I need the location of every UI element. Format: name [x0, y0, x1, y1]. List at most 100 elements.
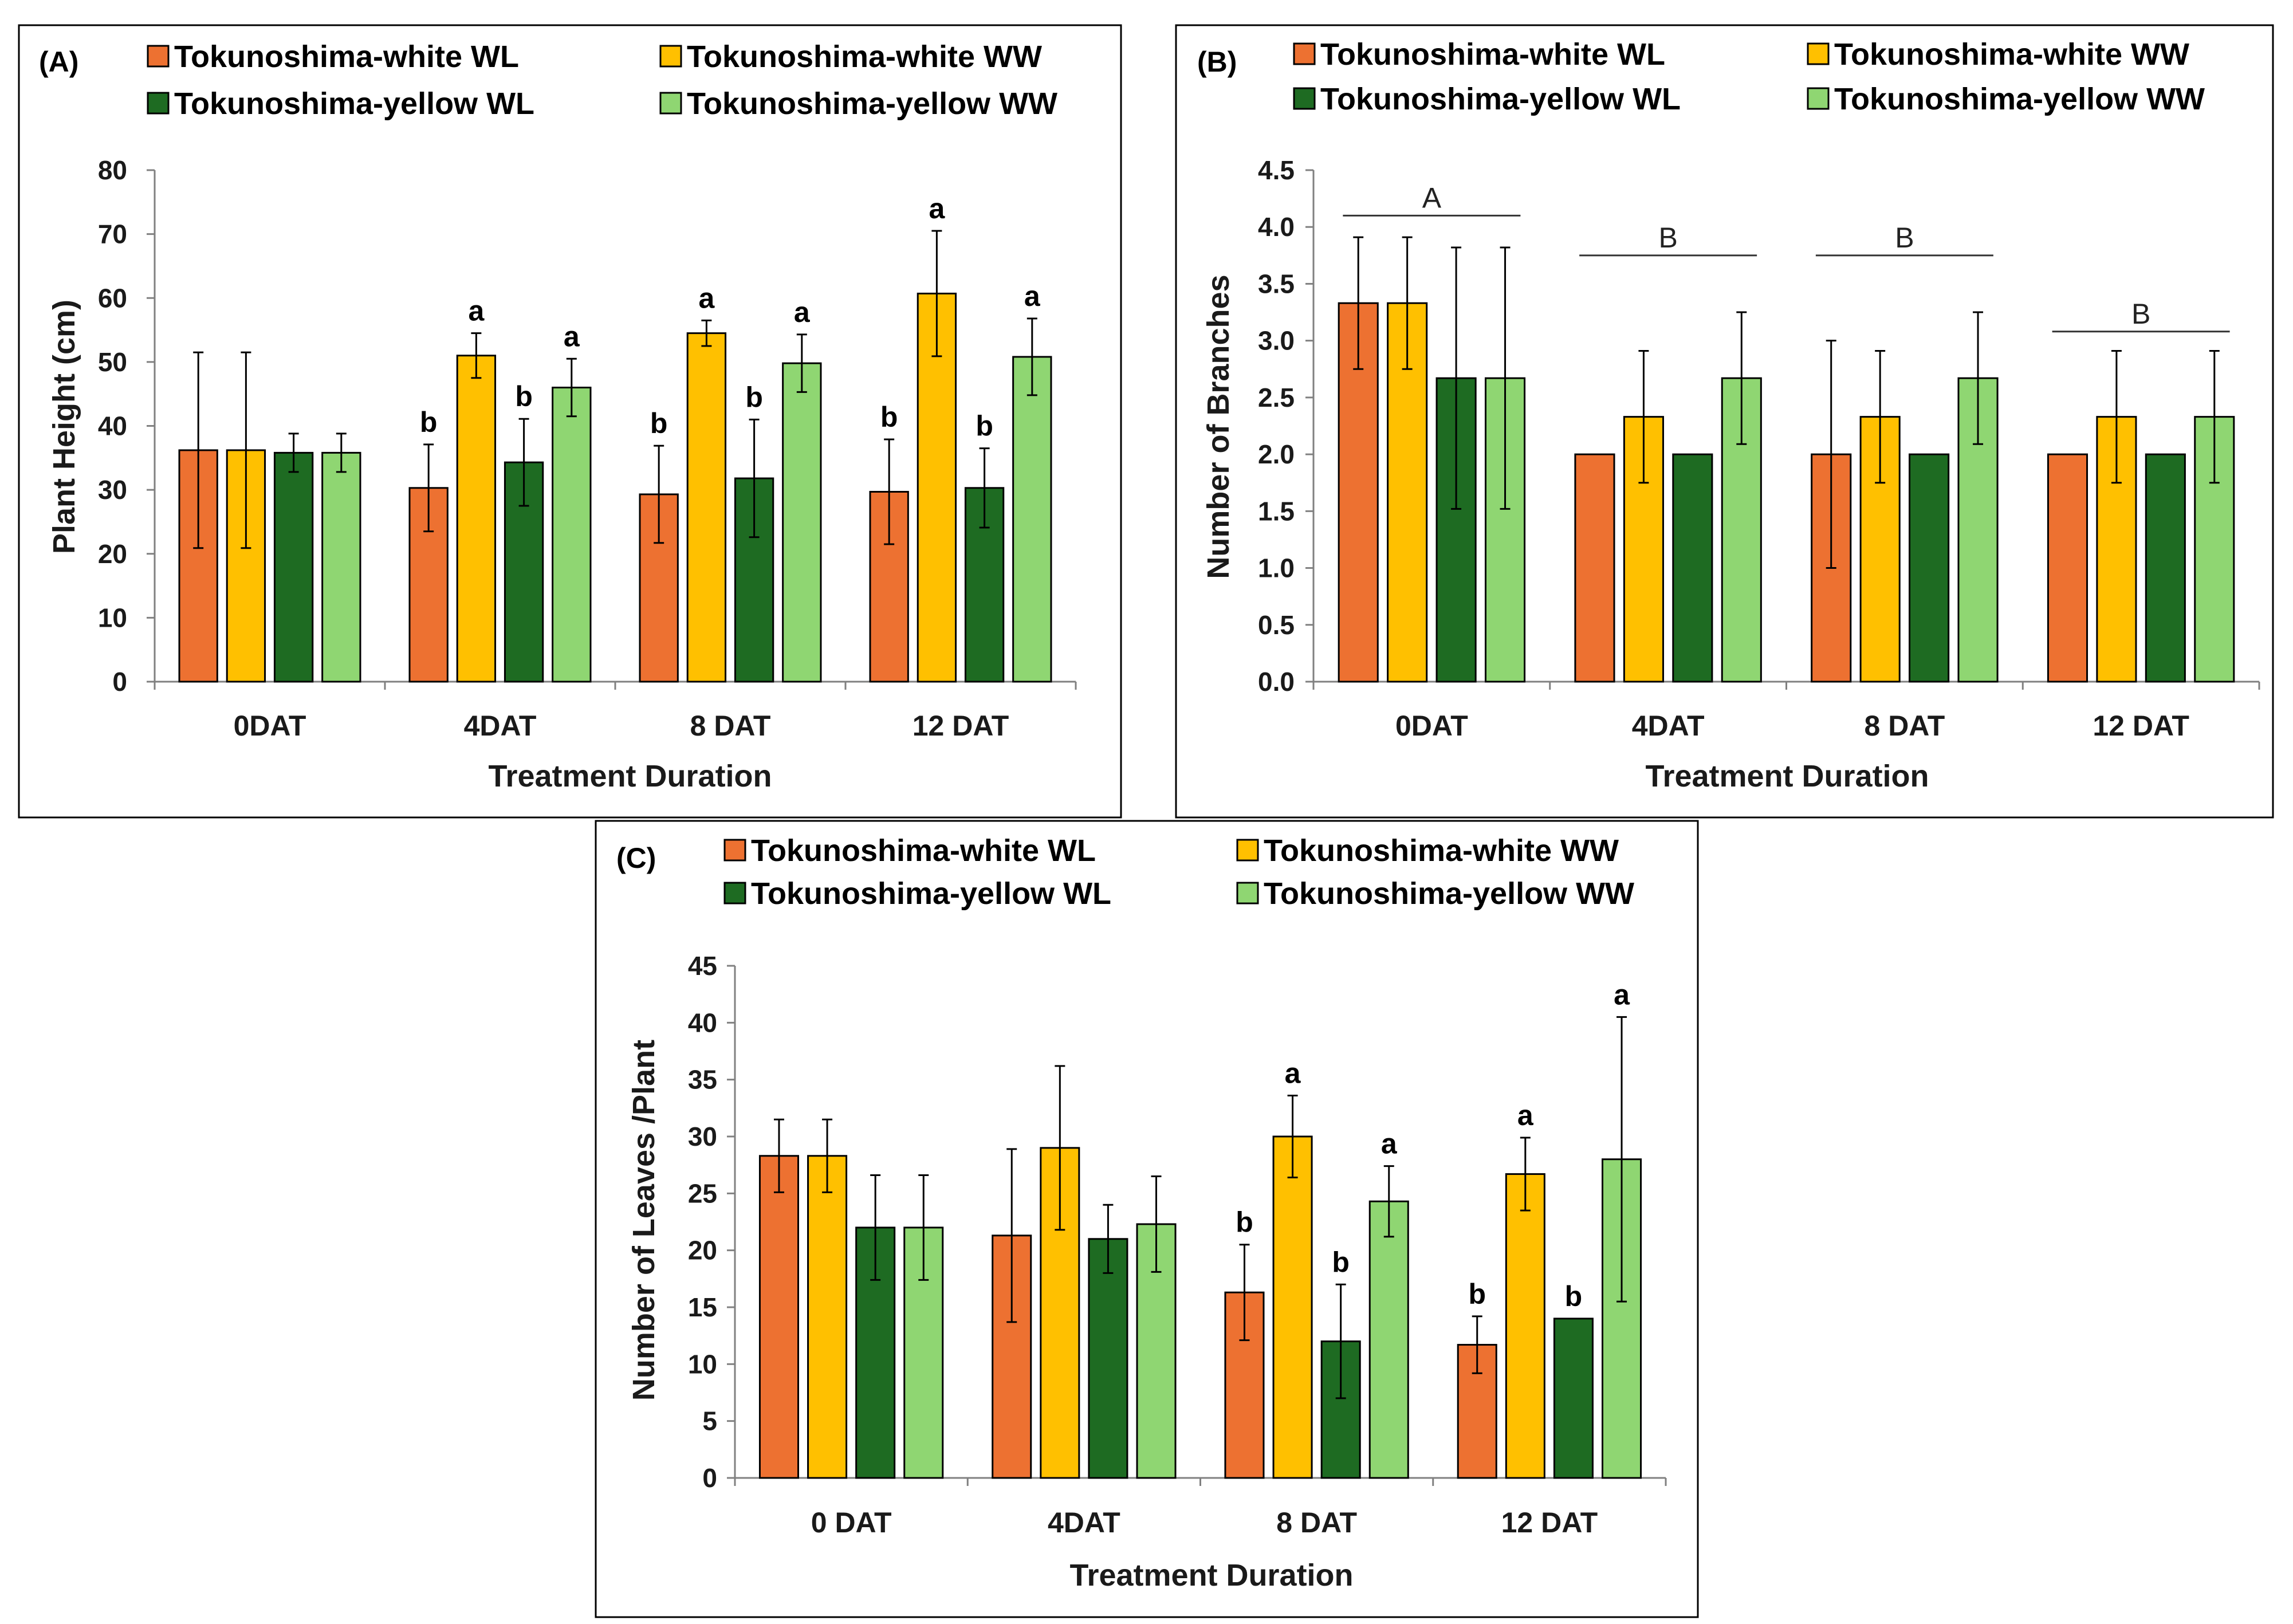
y-tick-label: 40 [98, 411, 127, 441]
bar-yellow-wl [1553, 1318, 1594, 1479]
panel-c-legend: Tokunoshima-white WL Tokunoshima-white W… [723, 833, 1634, 911]
panel-b-xlabel: Treatment Duration [1645, 759, 1929, 793]
y-tick-label: 35 [688, 1065, 717, 1095]
legend-swatch-yellow-ww [659, 92, 682, 115]
legend-label-yellow-wl: Tokunoshima-yellow WL [751, 876, 1111, 911]
y-tick-label: 30 [688, 1122, 717, 1151]
bar-yellow-ww [321, 451, 361, 683]
panel-a-legend: Tokunoshima-white WL Tokunoshima-white W… [147, 40, 1057, 121]
y-tick-label: 2.0 [1258, 439, 1295, 469]
significance-letter: b [650, 407, 668, 439]
legend-swatch-white-ww [1807, 42, 1830, 65]
significance-letter: b [1468, 1278, 1486, 1310]
y-tick-label: 40 [688, 1008, 717, 1037]
y-tick-label: 0.5 [1258, 610, 1295, 640]
legend-swatch-yellow-wl [1293, 87, 1316, 110]
bar-white-ww [917, 292, 957, 683]
bar-white-ww [686, 332, 727, 683]
x-tick-label: 12 DAT [1501, 1507, 1598, 1539]
panel-b-label: (B) [1197, 46, 1237, 78]
x-tick-label: 8 DAT [1276, 1507, 1357, 1539]
bar-yellow-ww [552, 387, 592, 683]
significance-letter: b [745, 381, 763, 413]
significance-letter: a [794, 296, 811, 328]
y-tick-label: 10 [688, 1349, 717, 1379]
y-tick-label: 4.0 [1258, 212, 1295, 242]
panel-a-label: (A) [39, 46, 78, 78]
bar-white-ww [807, 1155, 848, 1479]
bar-yellow-wl [1909, 453, 1950, 683]
legend-swatch-white-ww [1236, 839, 1259, 862]
y-tick-label: 80 [98, 155, 127, 185]
y-tick-label: 4.5 [1258, 155, 1295, 185]
significance-letter: b [515, 380, 533, 412]
y-tick-label: 30 [98, 475, 127, 505]
panel-a-xlabel: Treatment Duration [488, 759, 772, 793]
panel-c-axes: 0 5 10 15 20 25 30 35 40 45 0 DAT 4DAT 8 DAT 12 DAT [688, 951, 1667, 1539]
group-letter: B [2131, 298, 2150, 330]
bar-yellow-wl [2145, 453, 2186, 683]
legend-label-yellow-wl: Tokunoshima-yellow WL [1320, 82, 1681, 116]
significance-letter: a [1024, 280, 1041, 312]
legend-swatch-white-ww [659, 45, 682, 68]
x-tick-label: 8 DAT [690, 710, 771, 742]
significance-letter: b [880, 401, 898, 433]
bar-yellow-wl [1088, 1238, 1128, 1479]
y-tick-label: 3.0 [1258, 326, 1295, 356]
legend-swatch-white-wl [723, 839, 746, 862]
bar-white-ww [1505, 1173, 1545, 1479]
legend-swatch-yellow-ww [1807, 87, 1830, 110]
x-tick-label: 0DAT [1395, 710, 1468, 742]
y-tick-label: 60 [98, 283, 127, 313]
x-tick-label: 0 DAT [811, 1507, 892, 1539]
legend-label-white-ww: Tokunoshima-white WW [687, 40, 1042, 74]
y-tick-label: 0.0 [1258, 667, 1295, 697]
legend-swatch-yellow-ww [1236, 882, 1259, 905]
bar-white-wl [758, 1155, 799, 1479]
group-letter: B [1895, 222, 1914, 254]
significance-letter: b [1236, 1206, 1253, 1238]
significance-letter: a [1285, 1057, 1301, 1089]
y-tick-label: 45 [688, 951, 717, 981]
x-tick-label: 4DAT [464, 710, 537, 742]
panel-c-xlabel: Treatment Duration [1069, 1558, 1353, 1592]
bar-white-ww [1859, 416, 1901, 683]
panel-c-ylabel: Number of Leaves /Plant [627, 1040, 661, 1401]
legend-swatch-yellow-wl [723, 882, 746, 905]
y-tick-label: 1.0 [1258, 553, 1295, 583]
x-tick-label: 12 DAT [2093, 710, 2189, 742]
bar-yellow-wl [1672, 453, 1713, 683]
legend-swatch-white-wl [147, 45, 170, 68]
significance-letter: a [698, 282, 715, 314]
y-tick-label: 0 [112, 667, 127, 697]
bar-white-wl [2047, 453, 2089, 683]
panel-b-ylabel: Number of Branches [1201, 274, 1236, 579]
legend-swatch-yellow-wl [147, 92, 170, 115]
y-tick-label: 0 [702, 1463, 717, 1493]
x-tick-label: 0DAT [234, 710, 306, 742]
bar-white-ww [1272, 1135, 1313, 1479]
bar-white-wl [1574, 453, 1615, 683]
y-tick-label: 1.5 [1258, 496, 1295, 526]
x-tick-label: 12 DAT [913, 710, 1009, 742]
y-tick-label: 70 [98, 219, 127, 249]
bar-yellow-ww [1368, 1200, 1409, 1479]
legend-label-white-ww: Tokunoshima-white WW [1834, 37, 2189, 72]
significance-letter: a [468, 295, 485, 327]
group-letter: B [1658, 222, 1677, 254]
group-letter: A [1422, 182, 1442, 214]
y-tick-label: 20 [688, 1236, 717, 1265]
y-tick-label: 25 [688, 1178, 717, 1208]
bar-yellow-ww [1012, 356, 1052, 683]
legend-label-yellow-ww: Tokunoshima-yellow WW [687, 86, 1057, 121]
panel-a-axes: 0 10 20 30 40 50 60 70 80 0DAT 4DAT 8 DAT 12 DAT [98, 155, 1077, 742]
x-tick-label: 4DAT [1048, 1507, 1120, 1539]
significance-letter: a [1614, 978, 1630, 1010]
significance-letter: a [929, 192, 945, 225]
legend-label-white-ww: Tokunoshima-white WW [1264, 833, 1619, 868]
panel-c-marks: b b a a b b a a [758, 978, 1642, 1479]
legend-label-yellow-ww: Tokunoshima-yellow WW [1264, 876, 1634, 911]
significance-letter: b [420, 406, 438, 438]
